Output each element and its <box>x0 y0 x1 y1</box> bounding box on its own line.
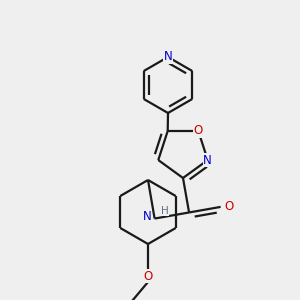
Text: N: N <box>203 154 212 166</box>
Text: H: H <box>160 206 168 215</box>
Text: N: N <box>143 210 152 223</box>
Text: N: N <box>164 50 172 64</box>
Text: O: O <box>143 269 153 283</box>
Text: O: O <box>224 200 233 213</box>
Text: O: O <box>194 124 203 137</box>
